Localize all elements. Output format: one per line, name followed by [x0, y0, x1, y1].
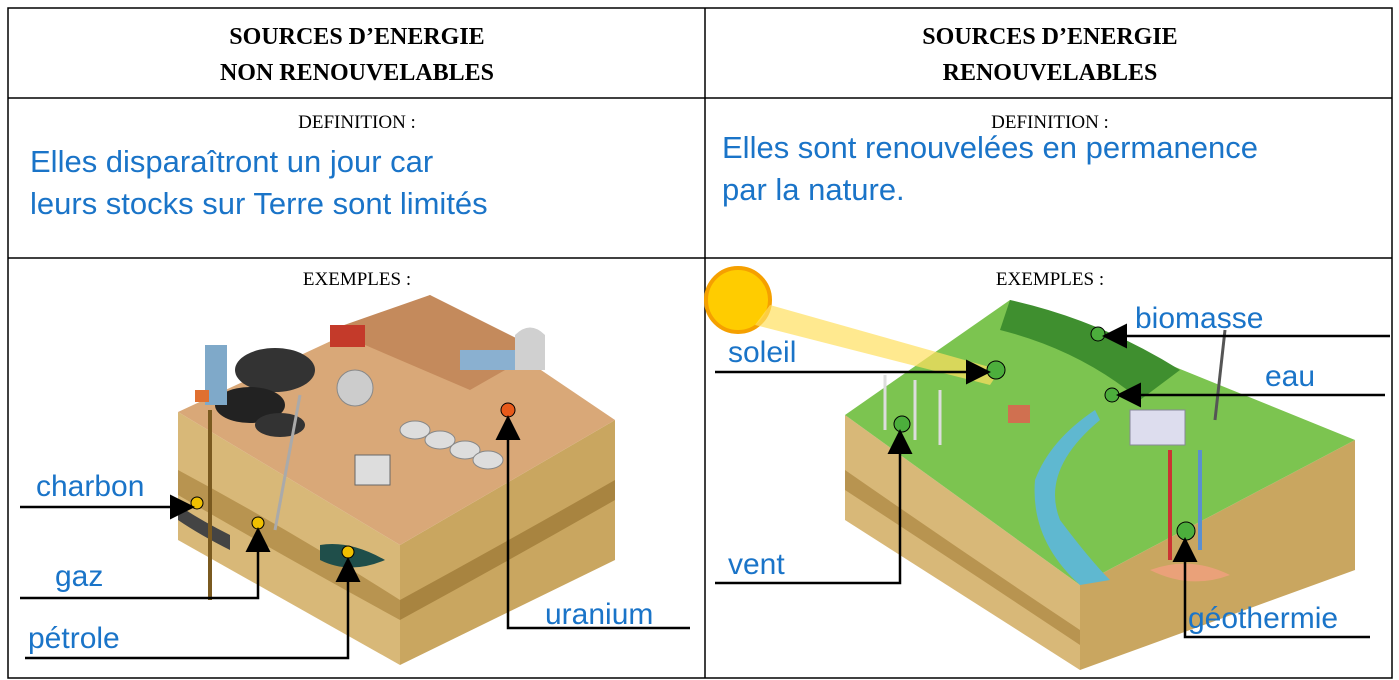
example-label: eau — [1265, 360, 1315, 393]
example-label: charbon — [36, 470, 144, 503]
column-title: NON RENOUVELABLES — [220, 60, 494, 86]
column-title: RENOUVELABLES — [943, 60, 1158, 86]
example-label: biomasse — [1135, 302, 1263, 335]
worksheet: SOURCES D’ENERGIE NON RENOUVELABLES SOUR… — [0, 0, 1399, 680]
column-title: SOURCES D’ENERGIE — [229, 24, 484, 50]
example-label: soleil — [728, 336, 796, 369]
example-label: vent — [728, 548, 785, 581]
definition-label: DEFINITION : — [298, 112, 416, 133]
example-label: gaz — [55, 560, 103, 593]
example-label: uranium — [545, 598, 653, 631]
definition-text: par la nature. — [722, 172, 905, 207]
example-label: géothermie — [1188, 602, 1338, 635]
page: SOURCES D’ENERGIE NON RENOUVELABLES SOUR… — [0, 0, 1399, 680]
examples-label: EXEMPLES : — [303, 269, 411, 290]
examples-label: EXEMPLES : — [996, 269, 1104, 290]
definition-text: Elles disparaîtront un jour car — [30, 144, 433, 179]
definition-text: leurs stocks sur Terre sont limités — [30, 186, 488, 221]
column-title: SOURCES D’ENERGIE — [922, 24, 1177, 50]
example-label: pétrole — [28, 622, 120, 655]
definition-text: Elles sont renouvelées en permanence — [722, 130, 1258, 165]
